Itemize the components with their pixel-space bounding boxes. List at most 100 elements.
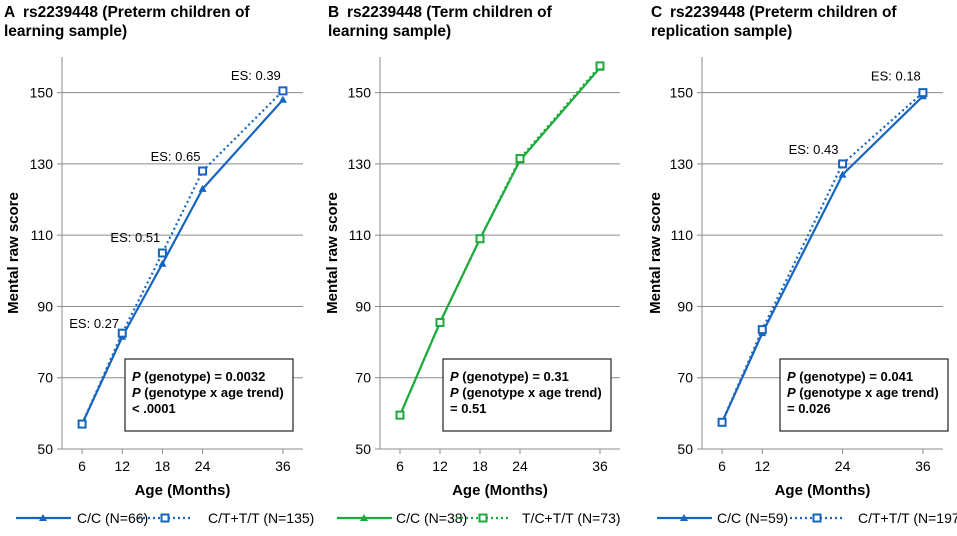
data-point-square — [717, 417, 727, 427]
y-tick-label: 130 — [30, 156, 54, 172]
chart-c: 50 70 90 110 130 150 6 12 24 36 Age (Months) Mental… — [647, 57, 957, 526]
effect-size-annotation: ES: 0.51 — [110, 230, 160, 245]
data-point-square — [157, 248, 167, 258]
x-tick-label: 12 — [432, 458, 448, 474]
y-tick-label: 50 — [355, 441, 371, 457]
y-tick-label: 90 — [37, 298, 53, 314]
panel-a-title-line1: rs2239448 (Preterm children of — [23, 4, 250, 21]
stats-line: P (genotype x age trend) — [787, 385, 939, 400]
data-point-square — [475, 234, 485, 244]
effect-size-annotation: ES: 0.43 — [789, 142, 839, 157]
stats-box — [779, 358, 949, 432]
legend-label: C/T+T/T (N=135) — [208, 510, 314, 526]
x-tick-label: 12 — [754, 458, 770, 474]
stats-box — [124, 358, 294, 432]
effect-size-annotation: ES: 0.27 — [69, 316, 119, 331]
y-tick-label: 70 — [37, 370, 53, 386]
y-tick-label: 50 — [37, 441, 53, 457]
y-tick-label: 90 — [355, 298, 371, 314]
data-point-triangle — [158, 259, 167, 267]
x-tick-label: 12 — [114, 458, 130, 474]
legend-marker — [360, 514, 368, 521]
data-point-square — [77, 419, 87, 429]
x-tick-label: 24 — [835, 458, 851, 474]
series-line-2 — [721, 91, 924, 423]
legend-label: C/C (N=59) — [717, 510, 788, 526]
x-tick-label: 36 — [275, 458, 291, 474]
x-tick-label: 36 — [592, 458, 608, 474]
legend-marker — [812, 513, 822, 523]
panel-c-letter: C — [651, 4, 663, 21]
series-line-1 — [721, 95, 924, 423]
data-point-triangle — [198, 184, 207, 192]
x-tick-label: 6 — [78, 458, 86, 474]
panel-a-title-line2: learning sample) — [4, 23, 128, 40]
stats-line: P (genotype) = 0.31 — [450, 369, 569, 384]
data-point-triangle — [838, 170, 847, 178]
data-point-square — [757, 325, 767, 335]
legend-marker — [39, 514, 47, 521]
data-point-square — [595, 61, 605, 71]
chart-b: 50 70 90 110 130 150 6 12 18 24 36 Age (Months) Ment… — [324, 57, 621, 526]
stats-line: = 0.51 — [450, 401, 487, 416]
data-point-square — [198, 166, 208, 176]
x-tick-label: 18 — [155, 458, 171, 474]
y-axis-label: Mental raw score — [647, 192, 664, 314]
data-point-square — [435, 317, 445, 327]
y-axis-label: Mental raw score — [324, 192, 341, 314]
data-point-square — [838, 159, 848, 169]
legend-label: C/T+T/T (N=197) — [858, 510, 957, 526]
effect-size-annotation: ES: 0.39 — [231, 68, 281, 83]
x-tick-label: 24 — [195, 458, 211, 474]
y-tick-label: 130 — [348, 156, 372, 172]
y-tick-label: 150 — [670, 85, 694, 101]
x-tick-label: 6 — [396, 458, 404, 474]
effect-size-annotation: ES: 0.18 — [871, 69, 921, 84]
data-point-square — [395, 410, 405, 420]
panel-b-letter: B — [328, 4, 340, 21]
x-axis-label: Age (Months) — [775, 482, 871, 499]
stats-line: = 0.026 — [787, 401, 831, 416]
y-tick-label: 110 — [671, 227, 694, 243]
panel-a-letter: A — [4, 4, 16, 21]
legend-label: C/C (N=38) — [396, 510, 467, 526]
x-tick-label: 18 — [472, 458, 488, 474]
y-tick-label: 110 — [31, 227, 54, 243]
data-point-square — [117, 328, 127, 338]
x-tick-label: 6 — [718, 458, 726, 474]
y-axis-label: Mental raw score — [5, 192, 22, 314]
y-tick-label: 110 — [349, 227, 372, 243]
data-point-triangle — [278, 95, 287, 103]
data-point-square — [278, 86, 288, 96]
panel-c-title-line1: rs2239448 (Preterm children of — [670, 4, 897, 21]
legend-marker — [478, 513, 488, 523]
y-tick-label: 90 — [677, 298, 693, 314]
x-tick-label: 36 — [915, 458, 931, 474]
y-tick-label: 150 — [30, 85, 54, 101]
y-tick-label: 50 — [677, 441, 693, 457]
effect-size-annotation: ES: 0.65 — [151, 149, 201, 164]
stats-line: P (genotype x age trend) — [450, 385, 602, 400]
legend-label: C/C (N=66) — [77, 510, 148, 526]
data-point-square — [515, 154, 525, 164]
stats-line: P (genotype) = 0.0032 — [132, 369, 265, 384]
panel-c-title-line2: replication sample) — [651, 23, 793, 40]
panel-b-title-line2: learning sample) — [328, 23, 452, 40]
legend-marker — [680, 514, 688, 521]
y-tick-label: 70 — [677, 370, 693, 386]
stats-line: < .0001 — [132, 401, 176, 416]
legend-marker — [160, 513, 170, 523]
stats-box — [442, 358, 612, 432]
x-axis-label: Age (Months) — [135, 482, 231, 499]
stats-line: P (genotype x age trend) — [132, 385, 284, 400]
panel-b-title-line1: rs2239448 (Term children of — [347, 4, 552, 21]
y-tick-label: 150 — [348, 85, 372, 101]
data-point-square — [918, 88, 928, 98]
x-tick-label: 24 — [512, 458, 528, 474]
stats-line: P (genotype) = 0.041 — [787, 369, 913, 384]
y-tick-label: 70 — [355, 370, 371, 386]
